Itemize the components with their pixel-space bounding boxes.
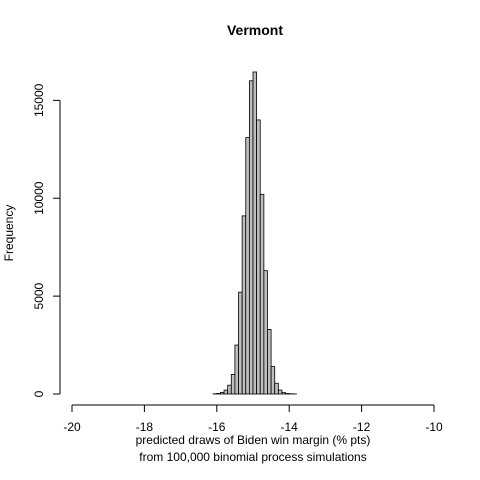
histogram-bar-5: [230, 374, 236, 395]
histogram-bar-11: [252, 71, 258, 395]
histogram-bar-7: [238, 291, 243, 395]
histogram-bar-14: [263, 270, 268, 395]
x-tick-label-2: -16: [208, 420, 226, 434]
y-tick-label-2: 10000: [32, 181, 46, 215]
chart-title: Vermont: [227, 22, 283, 38]
histogram-bar-12: [256, 119, 261, 395]
y-tick-label-0: 0: [32, 390, 46, 397]
histogram-bar-15: [267, 328, 272, 395]
histogram-bar-18: [277, 389, 283, 395]
y-axis-label: Frequency: [2, 205, 16, 262]
x-axis-label-line-1: predicted draws of Biden win margin (% p…: [136, 433, 371, 447]
histogram-bar-9: [245, 137, 250, 395]
x-tick-label-1: -18: [136, 420, 154, 434]
histogram-bar-2: [220, 392, 225, 395]
histogram-bar-8: [241, 215, 247, 395]
x-tick-label-5: -10: [425, 420, 443, 434]
x-axis-label-line-2: from 100,000 binomial process simulation…: [139, 450, 366, 464]
histogram-bar-3: [223, 389, 229, 395]
y-tick-label-1: 5000: [32, 282, 46, 309]
histogram-bar-1: [216, 393, 221, 395]
x-axis: -20 -18 -16 -14 -12 -10: [63, 404, 443, 434]
histogram-bar-19: [281, 392, 286, 395]
histogram-bar-16: [270, 366, 276, 395]
histogram-bar-17: [274, 382, 279, 395]
x-tick-label-4: -12: [353, 420, 371, 434]
x-tick-label-0: -20: [63, 420, 81, 434]
y-tick-label-3: 15000: [32, 83, 46, 117]
histogram-bar-10: [248, 80, 254, 395]
histogram-bar-4: [227, 384, 232, 395]
y-axis: 0 5000 10000 15000: [32, 83, 61, 397]
histogram-bars: [212, 71, 297, 395]
x-tick-label-3: -14: [281, 420, 299, 434]
histogram-bar-6: [234, 344, 239, 395]
histogram-bar-13: [259, 193, 265, 395]
